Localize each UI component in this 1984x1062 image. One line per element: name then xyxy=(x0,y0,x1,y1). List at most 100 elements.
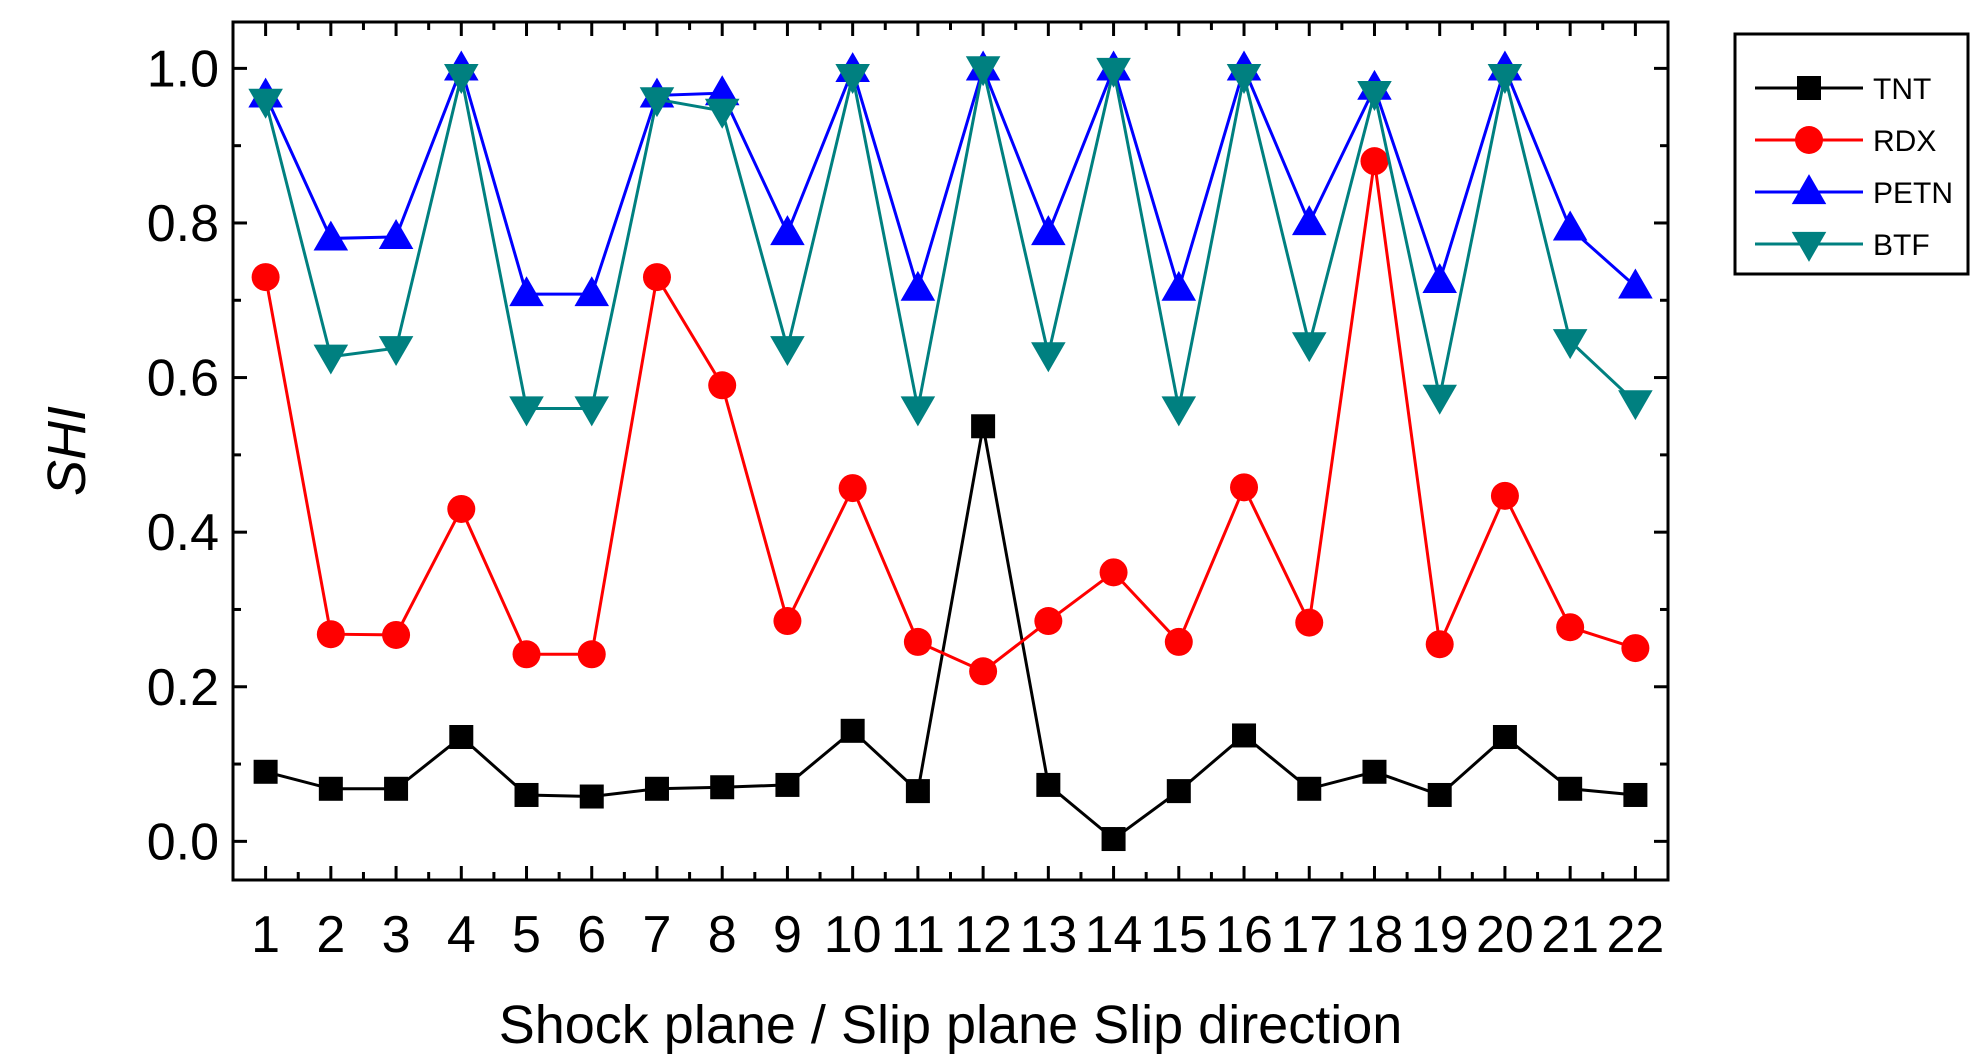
data-point-btf xyxy=(770,336,805,367)
data-point-petn xyxy=(1552,210,1588,241)
data-point-btf xyxy=(1618,390,1653,421)
data-point-tnt xyxy=(710,775,735,800)
data-point-rdx xyxy=(1164,627,1193,656)
x-tick-label: 12 xyxy=(954,906,1012,964)
data-point-btf xyxy=(704,98,740,129)
data-point-btf xyxy=(574,396,610,427)
data-point-tnt xyxy=(579,784,604,809)
x-tick-label: 16 xyxy=(1215,906,1273,964)
data-point-btf xyxy=(509,396,544,427)
data-point-petn xyxy=(378,219,414,249)
x-tick-label: 19 xyxy=(1411,906,1469,964)
data-point-btf xyxy=(639,87,675,118)
data-point-rdx xyxy=(512,640,541,669)
y-tick-label: 1.0 xyxy=(147,40,219,98)
x-tick-label: 6 xyxy=(577,906,606,964)
series-tnt xyxy=(253,414,1648,852)
legend: TNT RDX PETN BTF xyxy=(1733,32,1970,276)
data-point-tnt xyxy=(840,718,865,743)
x-tick-label: 15 xyxy=(1150,906,1208,964)
data-point-tnt xyxy=(449,725,474,749)
data-point-rdx xyxy=(577,640,606,669)
data-point-petn xyxy=(574,276,610,307)
legend-marker-btf xyxy=(1791,231,1827,262)
data-point-rdx xyxy=(1099,558,1128,587)
data-point-petn xyxy=(770,215,805,246)
data-point-rdx xyxy=(316,620,345,649)
axes-layer xyxy=(231,20,1670,882)
legend-label-tnt: TNT xyxy=(1873,73,1931,106)
data-point-tnt xyxy=(1427,782,1452,807)
x-axis-title: Shock plane / Slip plane Slip direction xyxy=(499,995,1403,1055)
data-point-petn xyxy=(1031,215,1066,246)
x-tick-label: 9 xyxy=(773,906,802,964)
data-point-tnt xyxy=(318,776,343,801)
data-point-btf xyxy=(1487,64,1523,94)
data-point-rdx xyxy=(708,371,737,400)
data-point-rdx xyxy=(903,627,932,656)
data-point-tnt xyxy=(1036,772,1061,797)
x-tick-label: 11 xyxy=(891,906,945,964)
data-point-btf xyxy=(1552,329,1588,360)
legend-marker-petn xyxy=(1791,174,1827,205)
series-layer xyxy=(248,50,1653,852)
series-line-rdx xyxy=(264,160,1636,674)
y-axis-title: SHI xyxy=(37,406,97,496)
legend-box xyxy=(1733,32,1970,276)
data-point-rdx xyxy=(1556,613,1585,642)
data-point-rdx xyxy=(1360,147,1389,176)
data-point-rdx xyxy=(447,494,476,523)
data-point-petn xyxy=(1161,270,1197,301)
ticks-layer: 0.00.20.40.60.81.01 2 3 4 5 6 7 8 9 10 11 12 13 14 15 1… xyxy=(147,22,1668,964)
data-point-tnt xyxy=(1362,759,1387,784)
data-point-rdx xyxy=(642,263,671,292)
data-point-tnt xyxy=(1101,827,1126,852)
data-point-rdx xyxy=(838,474,867,503)
data-point-rdx xyxy=(382,620,411,649)
data-point-rdx xyxy=(1034,607,1063,636)
x-tick-label: 8 xyxy=(708,906,737,964)
y-tick-label: 0.6 xyxy=(147,350,219,408)
series-line-petn xyxy=(264,63,1637,296)
y-tick-label: 0.2 xyxy=(147,659,219,717)
legend-label-petn: PETN xyxy=(1873,177,1953,210)
data-point-btf xyxy=(313,344,349,375)
x-tick-label: 7 xyxy=(643,906,672,964)
x-tick-label: 21 xyxy=(1541,906,1599,964)
series-btf xyxy=(248,56,1653,427)
legend-label-btf: BTF xyxy=(1873,229,1930,262)
data-point-petn xyxy=(704,75,740,106)
x-tick-label: 13 xyxy=(1019,906,1077,964)
data-point-btf xyxy=(965,56,1001,87)
x-tick-label: 2 xyxy=(316,906,345,964)
data-point-rdx xyxy=(1295,608,1324,637)
y-tick-label: 0.4 xyxy=(147,504,219,562)
data-point-btf xyxy=(248,88,283,119)
legend-label-rdx: RDX xyxy=(1873,125,1936,158)
data-point-petn xyxy=(509,276,544,307)
data-point-rdx xyxy=(1230,473,1259,502)
data-point-btf xyxy=(444,64,479,94)
data-point-petn xyxy=(900,270,936,301)
series-rdx xyxy=(251,147,1650,686)
plot-frame xyxy=(231,20,1670,882)
data-point-btf xyxy=(378,336,414,367)
y-tick-label: 0.8 xyxy=(147,195,219,253)
data-point-tnt xyxy=(1558,776,1583,801)
data-point-rdx xyxy=(251,263,280,292)
data-point-btf xyxy=(835,64,870,94)
data-point-btf xyxy=(1096,57,1131,88)
data-point-rdx xyxy=(773,607,802,636)
data-point-tnt xyxy=(1297,776,1322,801)
data-point-rdx xyxy=(1425,630,1454,659)
x-tick-label: 18 xyxy=(1346,906,1404,964)
data-point-tnt xyxy=(514,782,539,807)
data-point-btf xyxy=(1031,342,1066,373)
x-tick-label: 5 xyxy=(512,906,541,964)
data-point-btf xyxy=(1357,81,1392,111)
data-point-petn xyxy=(1291,205,1327,236)
data-point-tnt xyxy=(1232,723,1257,748)
x-tick-label: 3 xyxy=(382,906,411,964)
